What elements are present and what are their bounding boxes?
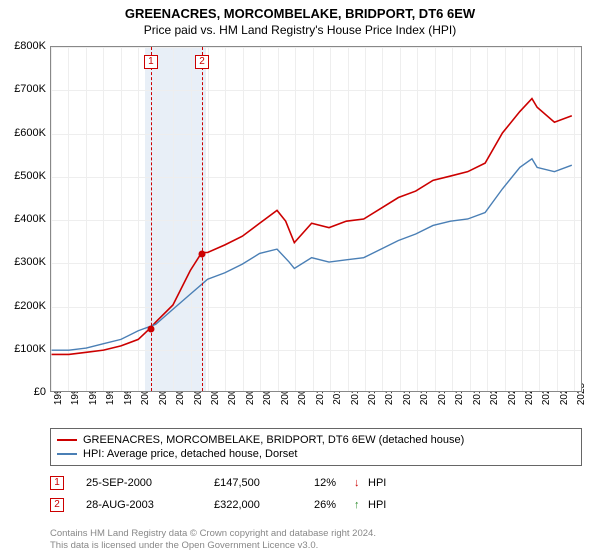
transaction-row: 125-SEP-2000£147,50012%↓HPI: [50, 476, 582, 490]
y-tick-label: £800K: [4, 40, 46, 52]
footer-line-2: This data is licensed under the Open Gov…: [50, 540, 582, 552]
footer: Contains HM Land Registry data © Crown c…: [50, 528, 582, 552]
plot-area: 12: [50, 46, 582, 392]
y-tick-label: £500K: [4, 170, 46, 182]
y-tick-label: £100K: [4, 343, 46, 355]
y-tick-label: £600K: [4, 127, 46, 139]
chart-marker-box: 2: [195, 55, 209, 69]
y-tick-label: £700K: [4, 83, 46, 95]
legend-label: HPI: Average price, detached house, Dors…: [83, 448, 297, 460]
legend-item: HPI: Average price, detached house, Dors…: [57, 447, 575, 461]
transaction-row: 228-AUG-2003£322,00026%↑HPI: [50, 498, 582, 512]
y-tick-label: £400K: [4, 213, 46, 225]
chart-subtitle: Price paid vs. HM Land Registry's House …: [0, 21, 600, 37]
chart-title: GREENACRES, MORCOMBELAKE, BRIDPORT, DT6 …: [0, 0, 600, 21]
chart-marker-box: 1: [144, 55, 158, 69]
legend: GREENACRES, MORCOMBELAKE, BRIDPORT, DT6 …: [50, 428, 582, 466]
legend-label: GREENACRES, MORCOMBELAKE, BRIDPORT, DT6 …: [83, 434, 464, 446]
chart-container: GREENACRES, MORCOMBELAKE, BRIDPORT, DT6 …: [0, 0, 600, 560]
y-tick-label: £0: [4, 386, 46, 398]
y-tick-label: £200K: [4, 300, 46, 312]
y-tick-label: £300K: [4, 256, 46, 268]
footer-line-1: Contains HM Land Registry data © Crown c…: [50, 528, 582, 540]
legend-item: GREENACRES, MORCOMBELAKE, BRIDPORT, DT6 …: [57, 433, 575, 447]
line-series: [51, 47, 581, 391]
